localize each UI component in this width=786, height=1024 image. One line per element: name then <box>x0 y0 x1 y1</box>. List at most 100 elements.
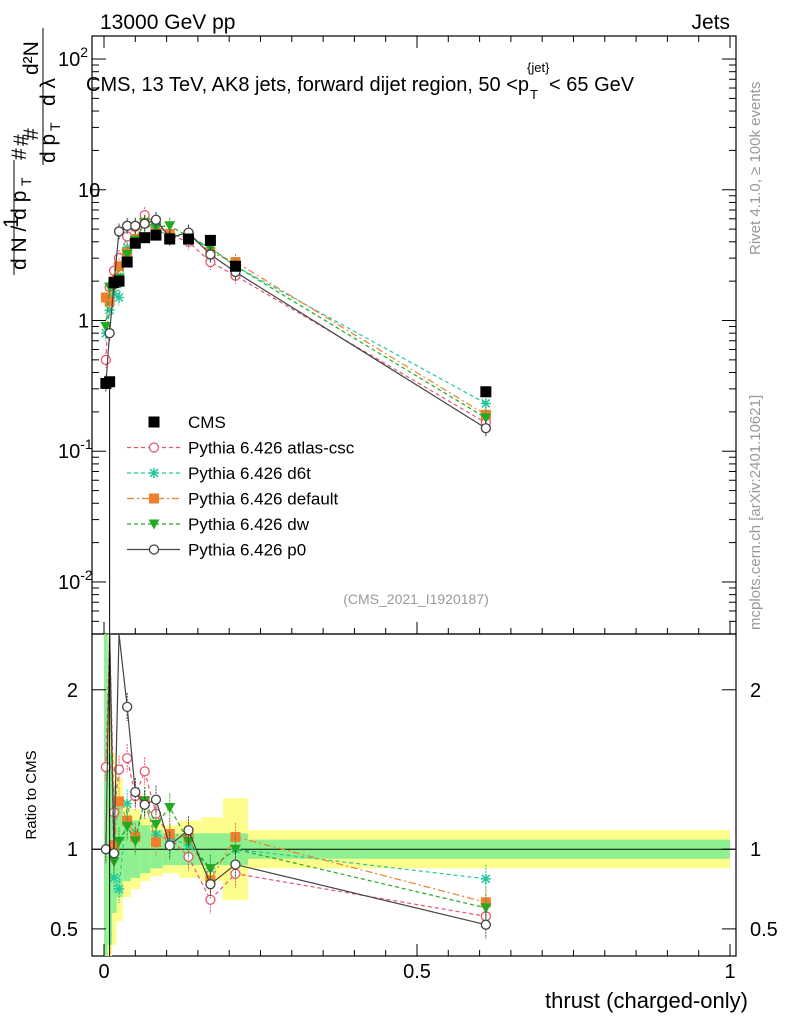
data-point <box>139 218 150 229</box>
source-label: mcplots.cern.ch [arXiv:2401.10621] <box>747 395 764 630</box>
y-axis-label-ratio: Ratio to CMS <box>23 750 40 839</box>
analysis-label: (CMS_2021_I1920187) <box>343 591 489 607</box>
ratio-point <box>150 837 161 848</box>
cms-data-point <box>113 275 125 287</box>
ratio-point <box>139 766 150 777</box>
legend-entry: Pythia 6.426 default <box>127 490 339 509</box>
ratio-point <box>230 859 241 870</box>
series-line-main <box>105 221 487 416</box>
data-point <box>109 288 120 299</box>
ratio-point <box>480 873 491 884</box>
legend-entry: Pythia 6.426 p0 <box>127 541 306 560</box>
legend-entry: CMS <box>148 413 226 432</box>
svg-text:1: 1 <box>0 216 23 228</box>
legend-entry: Pythia 6.426 atlas-csc <box>127 439 355 458</box>
legend-entry: Pythia 6.426 d6t <box>127 464 311 483</box>
cms-data-point <box>183 233 195 245</box>
ratio-point <box>122 752 133 764</box>
series-line-main <box>105 214 487 424</box>
ratio-tick-label-right: 0.5 <box>750 919 778 941</box>
ratio-tick-label: 1 <box>67 839 78 861</box>
ratio-point <box>150 794 162 805</box>
data-point <box>100 321 112 332</box>
data-point <box>480 423 492 434</box>
y-tick-label: 10-2 <box>58 567 93 594</box>
data-point <box>104 328 115 339</box>
cms-data-point <box>121 256 133 268</box>
svg-text:CMS, 13 TeV, AK8 jets, forward: CMS, 13 TeV, AK8 jets, forward dijet reg… <box>86 74 529 96</box>
y-tick-label: 10-1 <box>58 436 93 463</box>
data-point <box>113 226 125 237</box>
y-tick-label: 10 <box>78 180 100 202</box>
cms-data-point <box>480 386 492 398</box>
ratio-point <box>205 894 216 905</box>
legend-label: Pythia 6.426 p0 <box>188 541 306 560</box>
title-suffix: < 65 GeV <box>549 74 635 96</box>
svg-text:d²N: d²N <box>20 41 43 75</box>
ratio-point <box>130 786 141 798</box>
ratio-tick-label-right: 2 <box>750 680 761 702</box>
ratio-point <box>113 836 125 847</box>
data-point <box>480 413 492 424</box>
cms-data-point <box>164 233 176 245</box>
x-axis-label: thrust (charged-only) <box>545 988 748 1013</box>
ratio-point <box>480 903 492 914</box>
svg-text:T: T <box>47 122 63 131</box>
cms-data-point <box>129 237 141 249</box>
series-line-ratio <box>105 633 487 917</box>
svg-text:d N / d p: d N / d p <box>8 191 31 270</box>
data-point <box>130 220 141 231</box>
ratio-point <box>129 836 141 847</box>
data-point <box>114 292 125 303</box>
ratio-point <box>122 815 133 826</box>
ratio-point <box>164 840 175 851</box>
legend-label: Pythia 6.426 default <box>188 490 339 509</box>
y-tick-label: 1 <box>78 310 89 332</box>
x-tick-label: 0.5 <box>403 961 431 983</box>
ratio-point <box>100 844 112 855</box>
cms-data-point <box>139 232 151 244</box>
series-line-main <box>105 218 487 429</box>
legend-entry: Pythia 6.426 dw <box>127 515 310 534</box>
cms-data-point <box>229 260 241 272</box>
energy-label: 13000 GeV pp <box>100 11 235 34</box>
category-label: Jets <box>691 11 730 34</box>
data-point <box>114 261 125 272</box>
series-CMS <box>100 229 492 956</box>
ratio-point <box>139 799 150 810</box>
data-point <box>121 249 133 260</box>
legend-marker <box>148 519 160 530</box>
band-inner <box>104 634 108 956</box>
data-point <box>104 296 115 307</box>
data-point <box>100 354 112 366</box>
ratio-point <box>164 802 176 813</box>
ratio-point <box>183 825 194 836</box>
uncertainty-bands <box>92 634 736 956</box>
ratio-point <box>113 764 125 775</box>
series-line-ratio <box>105 633 487 926</box>
cms-data-point <box>150 229 162 241</box>
legend-marker <box>149 493 159 504</box>
title-subscript: T <box>530 87 538 102</box>
data-point <box>164 221 176 232</box>
ratio-point <box>100 761 112 773</box>
ratio-tick-label: 2 <box>67 680 78 702</box>
svg-text:T: T <box>18 177 34 186</box>
ratio-point <box>230 868 241 879</box>
y-axis-label-main: d N / d p T 1 # d p T d λ d²N # # <box>0 28 63 275</box>
ratio-point <box>121 821 133 832</box>
ratio-tick-label: 0.5 <box>50 919 78 941</box>
data-point <box>205 249 216 260</box>
svg-text:#: # <box>8 148 31 160</box>
data-point <box>150 214 162 225</box>
legend-label: CMS <box>188 413 226 432</box>
legend-marker <box>148 442 160 453</box>
ratio-point <box>109 872 120 883</box>
legend-label: Pythia 6.426 atlas-csc <box>188 439 355 458</box>
axis-ticks: 0 0.5 1 10-2 10-1 1 10 102 0.5 0.5 1 1 2 2 <box>50 36 778 983</box>
ratio-point <box>204 864 216 875</box>
legend-label: Pythia 6.426 dw <box>188 515 310 534</box>
title-superscript: {jet} <box>527 60 550 75</box>
ratio-tick-label-right: 1 <box>750 839 761 861</box>
